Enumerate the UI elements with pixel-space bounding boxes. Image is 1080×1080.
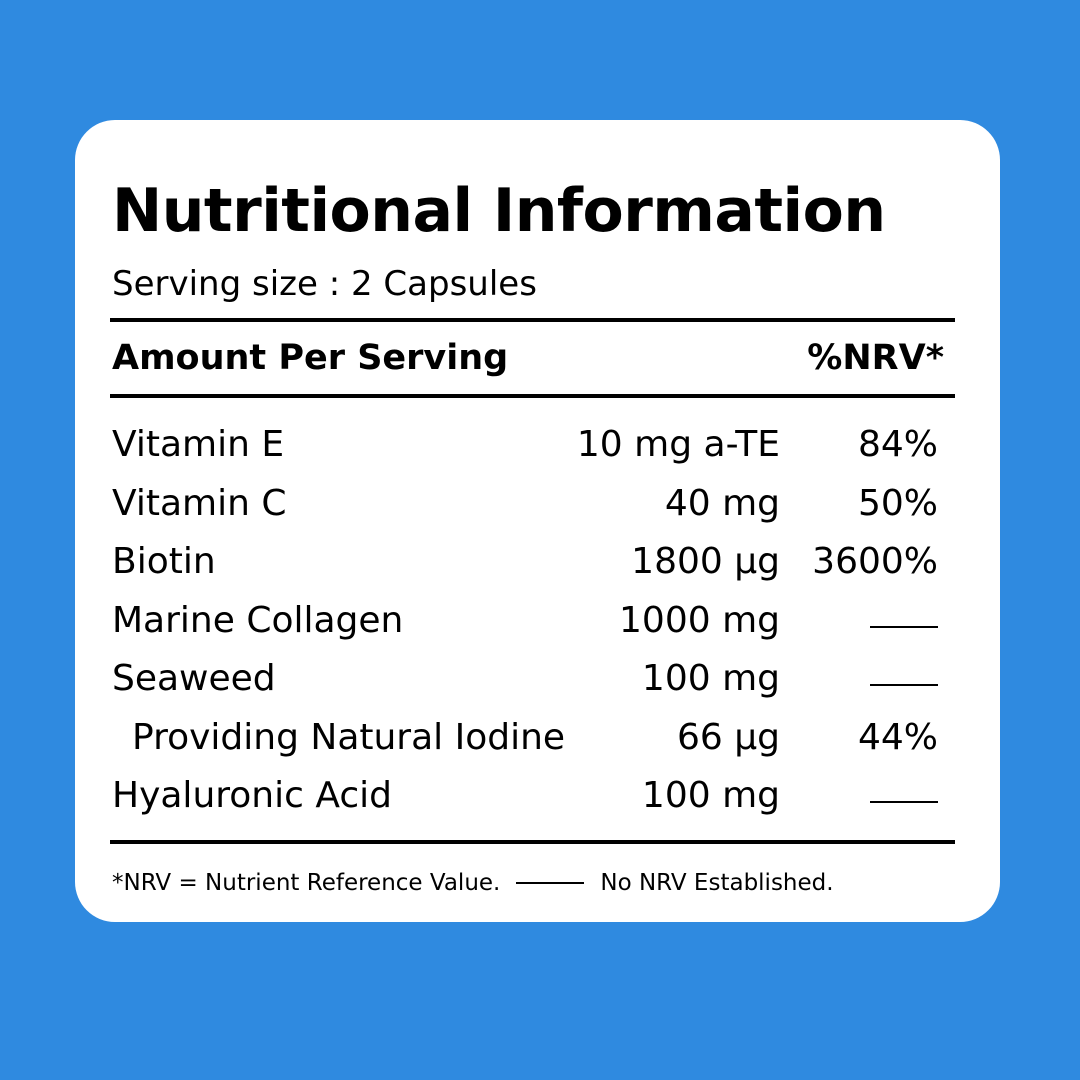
header-amount-per-serving: Amount Per Serving — [112, 338, 509, 378]
nutrient-name: Marine Collagen — [112, 599, 404, 641]
divider — [110, 318, 955, 322]
footnote-no-nrv: No NRV Established. — [600, 870, 834, 896]
nutrient-nrv: 44% — [857, 716, 938, 758]
nutrient-amount: 100 mg — [641, 658, 780, 699]
no-nrv-dash — [870, 684, 938, 686]
nutrient-nrv: 84% — [857, 424, 938, 465]
table-row: Hyaluronic Acid 100 mg — [0, 775, 1080, 833]
table-row: Providing Natural Iodine 66 µg 44% — [0, 717, 1080, 775]
nutrient-name: Hyaluronic Acid — [112, 775, 392, 816]
dash-symbol — [516, 882, 585, 884]
serving-size: Serving size : 2 Capsules — [112, 264, 537, 304]
table-row: Biotin 1800 µg 3600% — [0, 541, 1080, 599]
footnote-nrv-definition: *NRV = Nutrient Reference Value. — [112, 870, 501, 896]
nutrient-name: Vitamin C — [112, 482, 287, 524]
footnote: *NRV = Nutrient Reference Value. No NRV … — [112, 870, 834, 896]
header-nrv: %NRV* — [807, 338, 944, 378]
nutrient-name: Providing Natural Iodine — [132, 716, 566, 758]
nutrient-name: Seaweed — [112, 658, 276, 699]
no-nrv-dash — [870, 801, 938, 803]
nutrient-amount: 100 mg — [641, 775, 780, 816]
divider — [110, 394, 955, 398]
nutrition-card — [75, 120, 1000, 922]
nutrient-amount: 10 mg a-TE — [576, 424, 780, 465]
nutrient-amount: 40 mg — [664, 482, 780, 524]
table-row: Seaweed 100 mg — [0, 658, 1080, 716]
table-row: Vitamin C 40 mg 50% — [0, 483, 1080, 541]
nutrient-amount: 1800 µg — [631, 541, 780, 582]
nutrient-nrv: 3600% — [812, 541, 938, 582]
no-nrv-dash — [870, 625, 938, 628]
table-row: Vitamin E 10 mg a-TE 84% — [0, 424, 1080, 482]
nutrient-amount: 66 µg — [676, 716, 780, 758]
nutrient-amount: 1000 mg — [619, 599, 780, 641]
table-row: Marine Collagen 1000 mg — [0, 600, 1080, 658]
divider — [110, 840, 955, 844]
nutrient-name: Biotin — [112, 541, 216, 582]
nutrient-nrv: 50% — [857, 482, 938, 524]
page-title: Nutritional Information — [112, 176, 886, 246]
nutrient-name: Vitamin E — [112, 424, 285, 465]
